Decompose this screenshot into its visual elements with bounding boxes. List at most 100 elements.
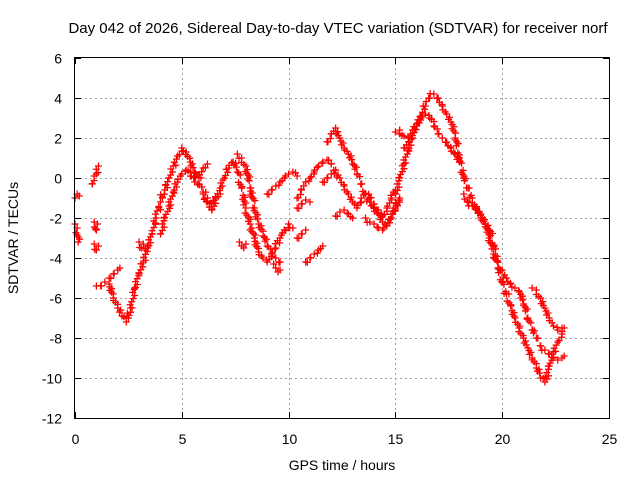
data-point <box>319 242 327 250</box>
data-point <box>306 174 314 182</box>
data-point <box>356 199 364 207</box>
y-tick-label: 4 <box>54 91 62 107</box>
data-point <box>267 245 275 253</box>
y-tick-label: -8 <box>50 331 63 347</box>
data-point <box>172 161 180 169</box>
data-point <box>330 169 338 177</box>
data-point <box>366 218 374 226</box>
data-point <box>91 225 99 233</box>
data-point <box>336 174 344 182</box>
data-point <box>370 220 378 228</box>
data-point <box>452 142 460 150</box>
data-point <box>268 250 276 258</box>
data-point <box>502 274 510 282</box>
data-point <box>189 164 197 172</box>
data-point <box>407 141 415 149</box>
data-point <box>139 263 147 271</box>
y-tick-label: -2 <box>50 211 63 227</box>
data-point <box>203 160 211 168</box>
data-point <box>128 298 136 306</box>
axis-ticks <box>75 58 610 419</box>
data-point <box>552 341 560 349</box>
data-point <box>523 305 531 313</box>
data-point <box>507 280 515 288</box>
data-point <box>224 168 232 176</box>
data-point <box>537 342 545 350</box>
data-point <box>141 246 149 254</box>
data-point <box>157 230 165 238</box>
data-point <box>107 274 115 282</box>
data-point <box>259 232 267 240</box>
data-point <box>327 170 335 178</box>
data-point <box>164 178 172 186</box>
data-point <box>549 322 557 330</box>
data-point <box>507 302 515 310</box>
data-point <box>270 260 278 268</box>
data-point <box>336 134 344 142</box>
y-tick-label: 2 <box>54 131 62 147</box>
data-point <box>97 282 105 290</box>
data-point <box>160 223 168 231</box>
data-point <box>465 184 473 192</box>
data-point <box>387 214 395 222</box>
data-point <box>94 169 102 177</box>
data-point <box>246 226 254 234</box>
data-point <box>367 194 375 202</box>
data-point <box>245 177 253 185</box>
data-point <box>155 202 163 210</box>
data-point <box>178 170 186 178</box>
data-point <box>259 254 267 262</box>
data-point <box>412 126 420 134</box>
data-point <box>468 202 476 210</box>
data-point <box>407 135 415 143</box>
data-point <box>527 319 535 327</box>
data-point <box>289 224 297 232</box>
data-point <box>332 166 340 174</box>
data-point <box>508 283 516 291</box>
data-point <box>302 226 310 234</box>
data-point <box>75 192 83 200</box>
data-point <box>93 220 101 228</box>
data-point <box>438 134 446 142</box>
data-point <box>435 130 443 138</box>
data-point <box>125 311 133 319</box>
data-point <box>417 112 425 120</box>
x-tick-label: 15 <box>388 431 404 447</box>
data-point <box>201 164 209 172</box>
x-tick-labels: 0 5 10 15 20 25 <box>72 431 618 447</box>
data-point <box>242 240 250 248</box>
data-point <box>303 258 311 266</box>
data-point <box>172 155 180 163</box>
data-point <box>305 177 313 185</box>
data-point <box>433 125 441 133</box>
y-tick-label: 6 <box>54 51 62 67</box>
data-point <box>285 220 293 228</box>
data-point <box>487 232 495 240</box>
data-point <box>150 223 158 231</box>
data-point <box>434 94 442 102</box>
data-point <box>485 226 493 234</box>
data-point <box>296 190 304 198</box>
data-point <box>473 206 481 214</box>
data-point <box>396 196 404 204</box>
data-point <box>484 221 492 229</box>
data-point <box>251 241 259 249</box>
data-point <box>520 302 528 310</box>
data-point <box>460 177 468 185</box>
data-point <box>151 219 159 227</box>
data-point <box>327 160 335 168</box>
data-point <box>458 159 466 167</box>
y-tick-label: -4 <box>50 251 63 267</box>
data-point <box>534 334 542 342</box>
data-point <box>235 238 243 246</box>
data-point <box>541 346 549 354</box>
data-point <box>272 254 280 262</box>
x-axis-label: GPS time / hours <box>289 457 396 473</box>
data-point <box>300 182 308 190</box>
data-point <box>554 326 562 334</box>
data-point <box>357 180 365 188</box>
data-point <box>505 290 513 298</box>
data-point <box>494 258 502 266</box>
data-point <box>101 278 109 286</box>
